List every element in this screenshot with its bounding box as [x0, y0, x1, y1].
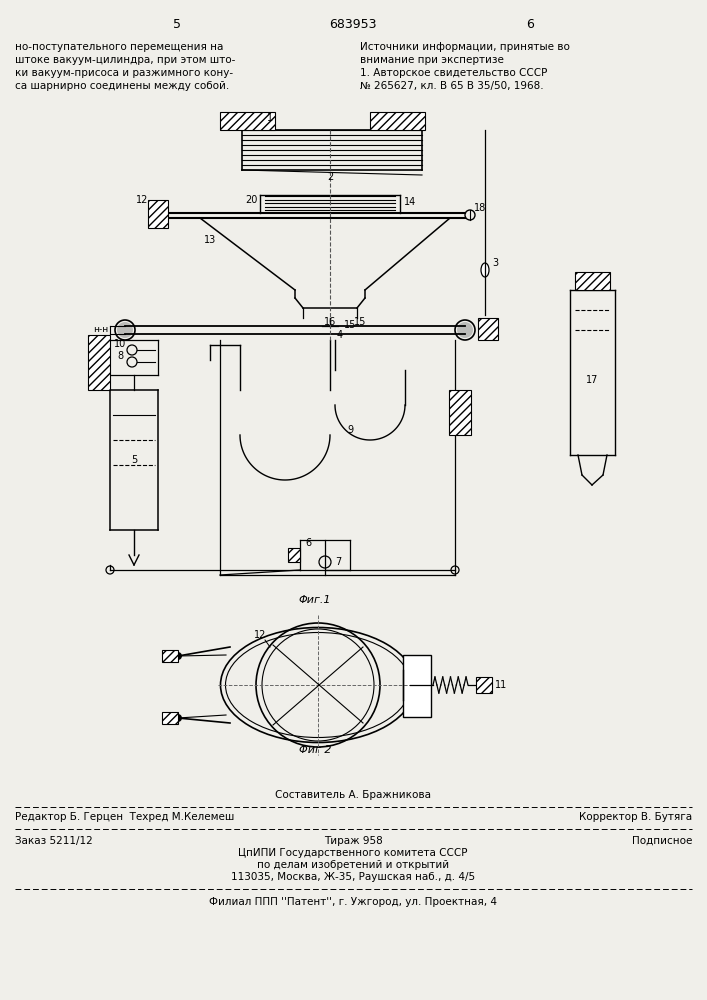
Bar [476, 677, 492, 693]
Text: са шарнирно соединены между собой.: са шарнирно соединены между собой. [15, 81, 229, 91]
Text: 18: 18 [474, 203, 486, 213]
Circle shape [174, 714, 182, 722]
Text: Филиал ППП ''Патент'', г. Ужгород, ул. Проектная, 4: Филиал ППП ''Патент'', г. Ужгород, ул. П… [209, 897, 497, 907]
Text: ки вакуум-присоса и разжимного кону-: ки вакуум-присоса и разжимного кону- [15, 68, 233, 78]
Text: 7: 7 [335, 557, 341, 567]
Text: 15: 15 [344, 320, 356, 330]
Text: 5: 5 [131, 455, 137, 465]
Circle shape [117, 322, 133, 338]
Circle shape [457, 322, 473, 338]
Bar [220, 112, 275, 130]
Text: ЦпИПИ Государственного комитета СССР: ЦпИПИ Государственного комитета СССР [238, 848, 468, 858]
Text: 8: 8 [117, 351, 123, 361]
Text: по делам изобретений и открытий: по делам изобретений и открытий [257, 860, 449, 870]
Text: Φиг.1: Φиг.1 [299, 595, 332, 605]
Text: 15: 15 [354, 317, 366, 327]
Text: н-н: н-н [93, 326, 108, 334]
Text: 9: 9 [347, 425, 353, 435]
Text: Источники информации, принятые во: Источники информации, принятые во [360, 42, 570, 52]
Text: штоке вакуум-цилиндра, при этом што-: штоке вакуум-цилиндра, при этом што- [15, 55, 235, 65]
Text: Подписное: Подписное [631, 836, 692, 846]
Text: 1. Авторское свидетельство СССР: 1. Авторское свидетельство СССР [360, 68, 547, 78]
Text: Тираж 958: Тираж 958 [324, 836, 382, 846]
Text: Корректор В. Бутяга: Корректор В. Бутяга [579, 812, 692, 822]
Text: 4: 4 [337, 330, 343, 340]
Text: 20: 20 [245, 195, 258, 205]
Bar [88, 335, 110, 390]
Text: 1: 1 [267, 113, 273, 123]
Bar [575, 272, 610, 290]
Text: Редактор Б. Герцен  Техред М.Келемеш: Редактор Б. Герцен Техред М.Келемеш [15, 812, 235, 822]
Text: 113035, Москва, Ж-35, Раушская наб., д. 4/5: 113035, Москва, Ж-35, Раушская наб., д. … [231, 872, 475, 882]
Text: 3: 3 [492, 258, 498, 268]
Text: 14: 14 [404, 197, 416, 207]
Text: 2: 2 [327, 172, 333, 182]
Bar [403, 655, 431, 717]
Bar [162, 650, 178, 662]
Text: Заказ 5211/12: Заказ 5211/12 [15, 836, 93, 846]
Ellipse shape [481, 263, 489, 277]
Text: 12: 12 [136, 195, 148, 205]
Text: внимание при экспертизе: внимание при экспертизе [360, 55, 504, 65]
Text: но-поступательного перемещения на: но-поступательного перемещения на [15, 42, 223, 52]
Text: № 265627, кл. В 65 В 35/50, 1968.: № 265627, кл. В 65 В 35/50, 1968. [360, 81, 544, 91]
Bar [370, 112, 425, 130]
Text: Φиг 2: Φиг 2 [299, 745, 332, 755]
Text: 12: 12 [254, 630, 267, 640]
Bar [162, 712, 178, 724]
Text: 10: 10 [114, 339, 126, 349]
Text: 13: 13 [204, 235, 216, 245]
Text: 11: 11 [495, 680, 507, 690]
Bar [478, 318, 498, 340]
Text: 6: 6 [526, 18, 534, 31]
Text: Составитель А. Бражникова: Составитель А. Бражникова [275, 790, 431, 800]
Bar [148, 200, 168, 228]
Circle shape [174, 652, 182, 660]
Text: 683953: 683953 [329, 18, 377, 31]
Text: 5: 5 [173, 18, 181, 31]
Bar [449, 390, 471, 435]
Bar [288, 548, 300, 562]
Text: 17: 17 [586, 375, 598, 385]
Text: 16: 16 [324, 317, 336, 327]
Text: 6: 6 [305, 538, 311, 548]
